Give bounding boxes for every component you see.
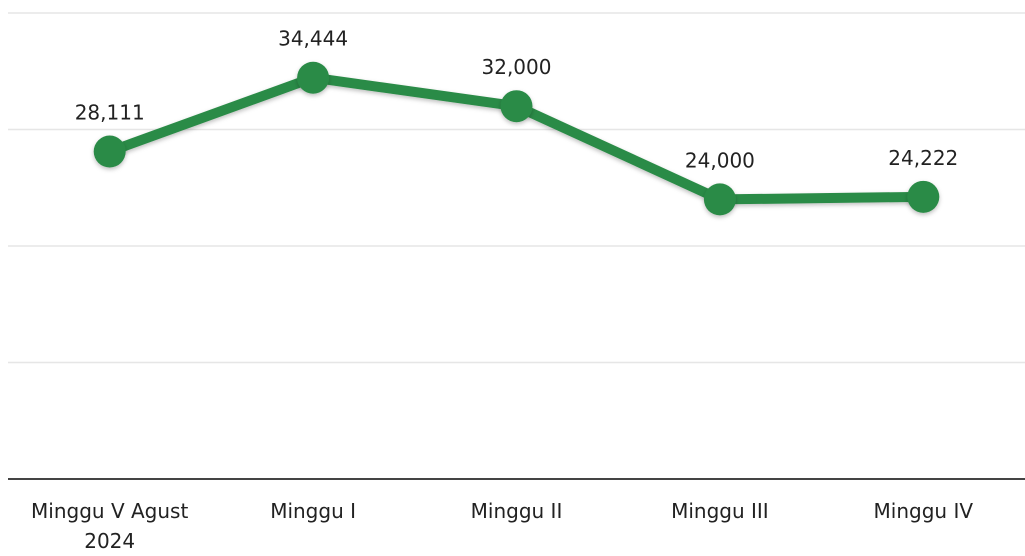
data-label: 32,000 (482, 55, 552, 79)
x-tick-label: Minggu V Agust 2024 (31, 499, 189, 553)
data-label: 24,222 (888, 146, 958, 170)
point (93, 135, 126, 168)
x-tick-label: Minggu III (671, 499, 769, 523)
data-label: 24,000 (685, 148, 755, 172)
data-label: 28,111 (75, 101, 145, 125)
x-tick-label: Minggu II (470, 499, 563, 523)
x-tick-label: Minggu I (270, 499, 356, 523)
point (703, 183, 736, 216)
point (297, 61, 330, 94)
data-label: 34,444 (278, 27, 348, 51)
point (907, 180, 940, 213)
x-tick-label: Minggu IV (873, 499, 974, 523)
point (500, 90, 533, 123)
